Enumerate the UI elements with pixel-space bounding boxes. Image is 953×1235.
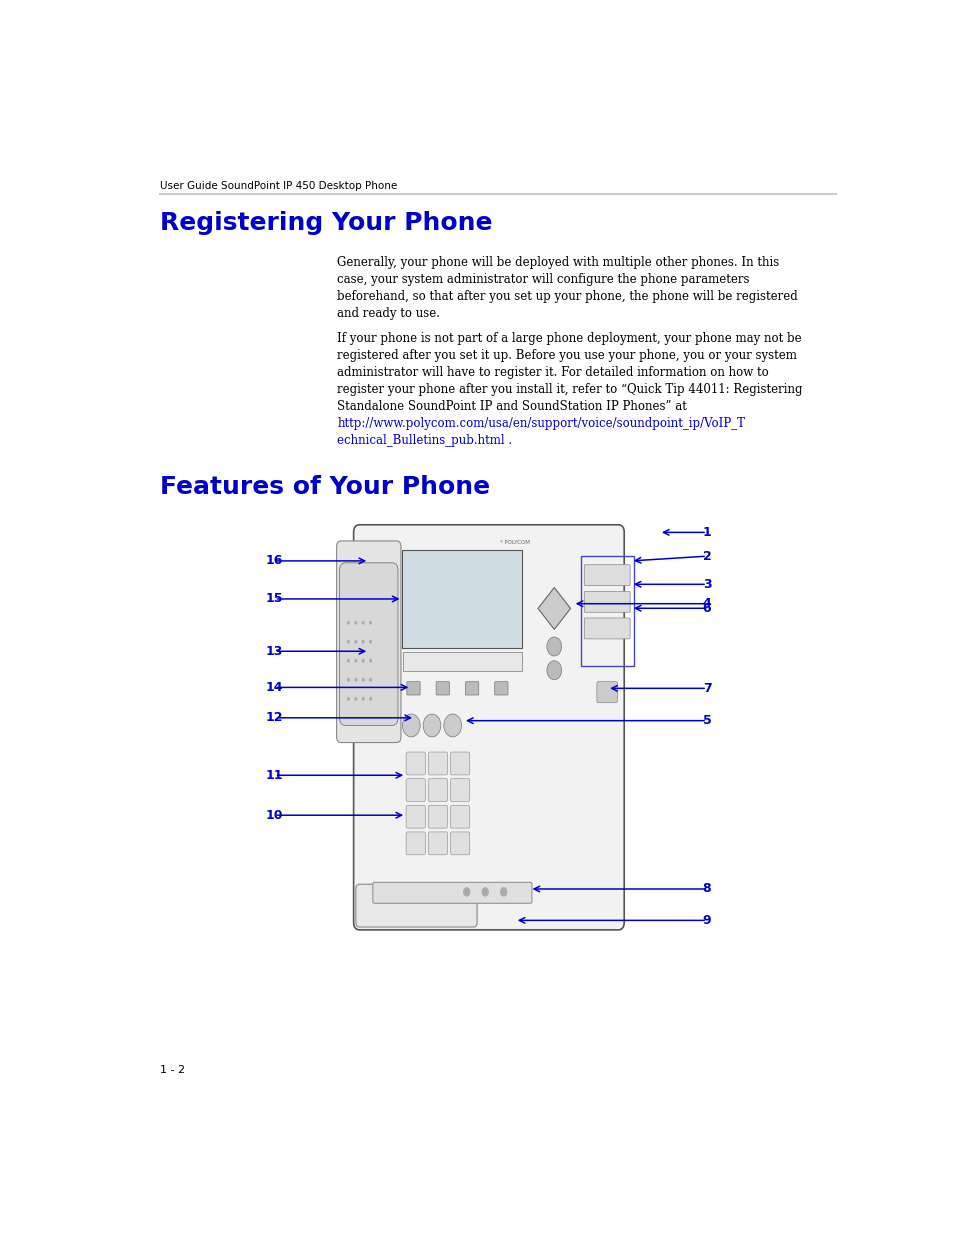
Circle shape: [443, 714, 461, 737]
Text: 10: 10: [266, 809, 283, 821]
Circle shape: [369, 697, 372, 700]
FancyBboxPatch shape: [428, 779, 447, 802]
FancyBboxPatch shape: [583, 618, 630, 638]
Circle shape: [347, 640, 350, 643]
Circle shape: [361, 658, 364, 663]
Circle shape: [546, 661, 561, 679]
FancyBboxPatch shape: [450, 779, 469, 802]
FancyBboxPatch shape: [428, 832, 447, 855]
Circle shape: [402, 714, 419, 737]
Text: 7: 7: [702, 682, 711, 695]
Circle shape: [361, 678, 364, 682]
Text: http://www.polycom.com/usa/en/support/voice/soundpoint_ip/VoIP_T: http://www.polycom.com/usa/en/support/vo…: [337, 417, 744, 430]
Circle shape: [347, 697, 350, 700]
Circle shape: [354, 658, 357, 663]
Text: 15: 15: [266, 593, 283, 605]
Text: echnical_Bulletins_pub.html .: echnical_Bulletins_pub.html .: [337, 435, 512, 447]
FancyBboxPatch shape: [436, 682, 449, 695]
FancyBboxPatch shape: [355, 884, 476, 927]
Circle shape: [354, 678, 357, 682]
FancyBboxPatch shape: [406, 752, 425, 774]
FancyBboxPatch shape: [336, 541, 400, 742]
Circle shape: [361, 621, 364, 625]
Text: beforehand, so that after you set up your phone, the phone will be registered: beforehand, so that after you set up you…: [337, 290, 798, 303]
FancyBboxPatch shape: [354, 525, 623, 930]
Text: and ready to use.: and ready to use.: [337, 308, 440, 320]
Text: case, your system administrator will configure the phone parameters: case, your system administrator will con…: [337, 273, 749, 285]
Text: 5: 5: [702, 714, 711, 727]
Polygon shape: [537, 588, 570, 630]
Text: Features of Your Phone: Features of Your Phone: [160, 475, 490, 499]
Text: 1 - 2: 1 - 2: [160, 1066, 185, 1076]
Circle shape: [462, 887, 470, 897]
Circle shape: [361, 640, 364, 643]
FancyBboxPatch shape: [450, 752, 469, 774]
Circle shape: [347, 658, 350, 663]
FancyBboxPatch shape: [428, 805, 447, 829]
FancyBboxPatch shape: [406, 832, 425, 855]
Text: 8: 8: [702, 883, 711, 895]
Text: register your phone after you install it, refer to “Quick Tip 44011: Registering: register your phone after you install it…: [337, 383, 802, 396]
Text: * POLYCOM: * POLYCOM: [499, 540, 529, 545]
Text: 14: 14: [266, 680, 283, 694]
Circle shape: [423, 714, 440, 737]
Text: 4: 4: [702, 598, 711, 610]
FancyBboxPatch shape: [403, 652, 521, 672]
Circle shape: [481, 887, 488, 897]
FancyBboxPatch shape: [402, 550, 522, 648]
Text: 13: 13: [266, 645, 283, 658]
Circle shape: [361, 697, 364, 700]
Text: 9: 9: [702, 914, 711, 927]
Text: Standalone SoundPoint IP and SoundStation IP Phones” at: Standalone SoundPoint IP and SoundStatio…: [337, 400, 686, 414]
Circle shape: [347, 678, 350, 682]
Text: If your phone is not part of a large phone deployment, your phone may not be: If your phone is not part of a large pho…: [337, 332, 801, 345]
Text: 3: 3: [702, 578, 711, 590]
FancyBboxPatch shape: [465, 682, 478, 695]
Text: 1: 1: [702, 526, 711, 538]
Text: registered after you set it up. Before you use your phone, you or your system: registered after you set it up. Before y…: [337, 348, 797, 362]
FancyBboxPatch shape: [597, 682, 617, 703]
Text: User Guide SoundPoint IP 450 Desktop Phone: User Guide SoundPoint IP 450 Desktop Pho…: [160, 182, 396, 191]
Circle shape: [546, 637, 561, 656]
FancyBboxPatch shape: [428, 752, 447, 774]
FancyBboxPatch shape: [406, 805, 425, 829]
FancyBboxPatch shape: [583, 592, 630, 613]
Text: 6: 6: [702, 601, 711, 615]
Text: Generally, your phone will be deployed with multiple other phones. In this: Generally, your phone will be deployed w…: [337, 256, 779, 269]
Text: administrator will have to register it. For detailed information on how to: administrator will have to register it. …: [337, 366, 768, 379]
FancyBboxPatch shape: [406, 779, 425, 802]
Circle shape: [369, 658, 372, 663]
Circle shape: [354, 640, 357, 643]
Circle shape: [354, 697, 357, 700]
Text: 11: 11: [266, 768, 283, 782]
Text: 2: 2: [702, 550, 711, 563]
FancyBboxPatch shape: [406, 682, 419, 695]
FancyBboxPatch shape: [373, 882, 532, 903]
Text: Registering Your Phone: Registering Your Phone: [160, 211, 492, 235]
Circle shape: [369, 621, 372, 625]
Circle shape: [369, 678, 372, 682]
Circle shape: [499, 887, 507, 897]
FancyBboxPatch shape: [450, 832, 469, 855]
Circle shape: [347, 621, 350, 625]
Text: 12: 12: [266, 711, 283, 724]
Circle shape: [369, 640, 372, 643]
Text: 16: 16: [266, 555, 283, 567]
FancyBboxPatch shape: [495, 682, 507, 695]
FancyBboxPatch shape: [583, 564, 630, 585]
FancyBboxPatch shape: [450, 805, 469, 829]
Circle shape: [354, 621, 357, 625]
FancyBboxPatch shape: [339, 563, 397, 725]
